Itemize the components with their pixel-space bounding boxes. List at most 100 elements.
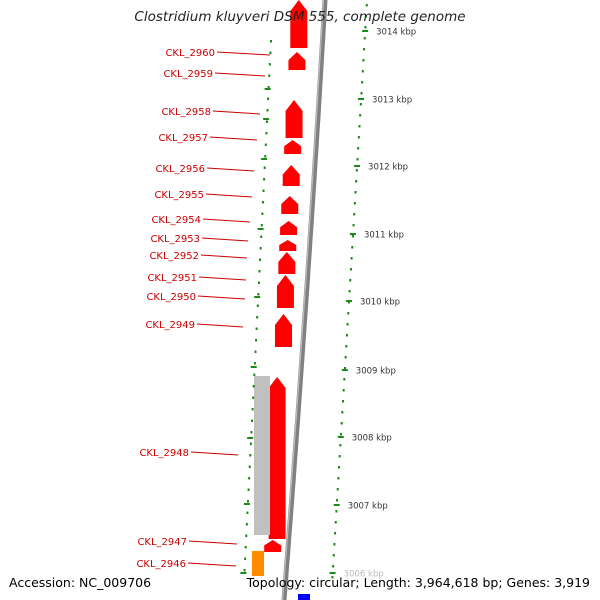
- scale-dot: [350, 257, 353, 260]
- scale-dot: [349, 279, 352, 282]
- scale-tick-label: 3006 kbp: [344, 570, 384, 580]
- cds-arrow-9: [278, 252, 296, 274]
- scale-dot: [336, 488, 339, 491]
- inner-dot: [251, 408, 254, 411]
- inner-dot: [252, 396, 255, 399]
- inner-dot: [244, 546, 247, 549]
- label-leader: [214, 72, 266, 77]
- inner-dot: [257, 281, 260, 284]
- orange-feature: [252, 551, 264, 576]
- inner-dot: [264, 143, 267, 146]
- scale-dot: [361, 81, 364, 84]
- cds-arrow-11: [274, 314, 292, 347]
- scale-dot: [348, 290, 351, 293]
- inner-dot: [259, 247, 262, 250]
- inner-dot: [269, 51, 272, 54]
- scale-dot: [345, 334, 348, 337]
- scale-dot: [341, 411, 344, 414]
- cds-arrow-6: [281, 196, 299, 214]
- inner-dot: [256, 304, 259, 307]
- inner-dot: [260, 224, 263, 227]
- scale-dot: [334, 532, 337, 535]
- scale-dot: [340, 422, 343, 425]
- label-leader: [216, 51, 271, 56]
- gene-shadow-block: [254, 376, 270, 535]
- inner-dot: [270, 40, 272, 43]
- scale-dot: [351, 235, 354, 238]
- label-leader: [209, 136, 258, 141]
- inner-dot: [247, 500, 249, 503]
- inner-dot: [265, 132, 268, 135]
- scale-dot: [364, 26, 367, 29]
- scale-dot: [362, 59, 365, 62]
- inner-dot: [265, 120, 268, 123]
- inner-dot: [262, 189, 265, 192]
- inner-dot: [263, 178, 266, 181]
- cds-arrow-8: [279, 240, 297, 251]
- scale-dot: [347, 301, 350, 304]
- scale-dot: [349, 268, 352, 271]
- backbone-highlight: [281, 0, 325, 600]
- inner-dot: [255, 327, 258, 330]
- inner-dot: [251, 419, 254, 422]
- scale-dot: [331, 576, 334, 579]
- inner-dot: [260, 235, 263, 238]
- gene-label: CKL_2948: [139, 448, 189, 459]
- scale-dot: [334, 521, 337, 524]
- scale-dot: [365, 4, 368, 7]
- scale-dot: [342, 400, 344, 403]
- scale-dot: [338, 466, 341, 469]
- scale-tick: [337, 436, 344, 438]
- gene-label: CKL_2949: [145, 320, 195, 331]
- inner-dot: [249, 442, 252, 445]
- label-leader: [188, 540, 238, 545]
- inner-dash: [264, 88, 271, 90]
- scale-dot: [339, 444, 342, 447]
- inner-dot: [246, 511, 249, 514]
- scale-tick-label: 3012 kbp: [368, 163, 408, 173]
- gene-label: CKL_2957: [158, 133, 208, 144]
- scale-dot: [359, 103, 362, 106]
- inner-dot: [243, 569, 246, 572]
- inner-dot: [266, 109, 269, 112]
- label-layer: CKL_2960 CKL_2959 CKL_2958 CKL_2957 CKL_2956…: [136, 48, 271, 570]
- inner-dot: [256, 316, 259, 319]
- gene-label: CKL_2946: [136, 559, 186, 570]
- inner-dash: [261, 158, 268, 160]
- scale-dot: [359, 114, 362, 117]
- tick-layer: 3014 kbp 3013 kbp 3012 kbp 3011 kbp 3010 kbp…: [240, 4, 416, 580]
- inner-dot: [259, 258, 262, 261]
- gene-label: CKL_2959: [163, 69, 213, 80]
- scale-dot: [363, 48, 366, 51]
- inner-dot: [253, 362, 256, 365]
- cds-arrow-4: [284, 140, 302, 154]
- inner-dot: [248, 477, 251, 480]
- inner-dot: [258, 270, 261, 273]
- gene-label: CKL_2958: [161, 107, 211, 118]
- scale-tick-label: 3007 kbp: [348, 502, 388, 512]
- scale-dot: [343, 367, 346, 370]
- scale-dot: [335, 510, 338, 513]
- inner-dot: [257, 293, 260, 296]
- inner-dot: [261, 201, 264, 204]
- scale-dot: [357, 147, 360, 150]
- accession-text: Accession: NC_009706: [9, 575, 152, 590]
- scale-dot: [352, 224, 355, 227]
- inner-dot: [255, 339, 258, 342]
- scale-tick-label: 3014 kbp: [376, 28, 416, 38]
- label-leader: [198, 276, 247, 281]
- label-leader: [202, 218, 251, 223]
- inner-dot: [254, 350, 257, 353]
- scale-dot: [353, 202, 356, 205]
- feature-layer: [252, 0, 310, 600]
- cds-arrow-12: [268, 377, 286, 539]
- inner-dot: [264, 155, 267, 158]
- inner-dot: [252, 385, 255, 388]
- label-leader: [205, 193, 253, 198]
- scale-dot: [355, 180, 358, 183]
- scale-tick: [333, 504, 340, 506]
- backbone-line: [281, 0, 328, 600]
- scale-dot: [365, 15, 368, 18]
- cds-arrow-3: [285, 100, 303, 138]
